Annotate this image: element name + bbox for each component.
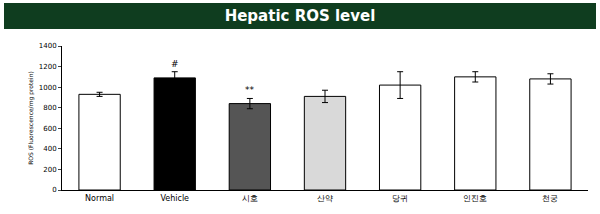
html-text:Hepatic ROS level: Hepatic ROS level: [224, 7, 376, 25]
svg-text:Normal: Normal: [85, 194, 114, 203]
svg-text:#: #: [171, 59, 179, 69]
svg-text:200: 200: [43, 166, 56, 174]
svg-text:600: 600: [43, 125, 56, 133]
svg-text:인진호: 인진호: [463, 194, 487, 203]
svg-text:1400: 1400: [39, 42, 57, 50]
svg-text:산약: 산약: [317, 194, 333, 203]
svg-text:천궁: 천궁: [542, 194, 558, 203]
svg-text:1000: 1000: [39, 84, 57, 92]
svg-text:Vehicle: Vehicle: [160, 194, 189, 203]
svg-text:당귀: 당귀: [392, 194, 408, 203]
svg-text:**: **: [245, 85, 255, 95]
svg-text:시호: 시호: [242, 194, 258, 203]
svg-text:400: 400: [43, 145, 56, 153]
svg-text:ROS (Fluorescence/mg protein): ROS (Fluorescence/mg protein): [27, 71, 35, 165]
svg-text:0: 0: [52, 186, 56, 194]
svg-text:800: 800: [43, 104, 56, 112]
svg-text:1200: 1200: [39, 63, 57, 71]
